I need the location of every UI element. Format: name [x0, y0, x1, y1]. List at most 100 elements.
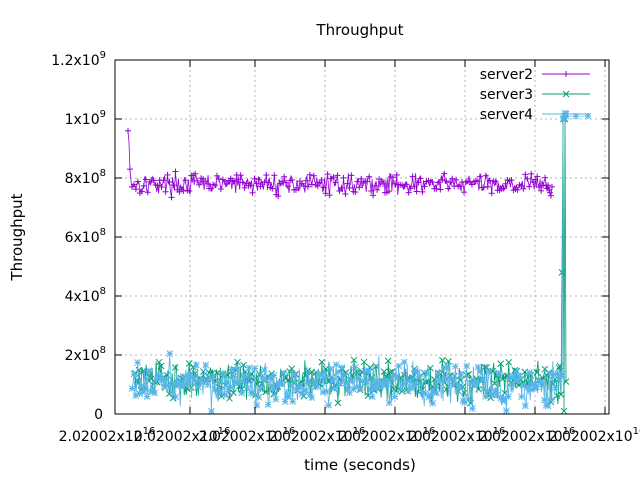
data-point [405, 189, 412, 196]
data-point [433, 185, 440, 192]
data-point [255, 393, 263, 401]
data-point [150, 177, 157, 184]
data-point [219, 370, 227, 377]
data-point [264, 401, 272, 409]
data-point [336, 380, 344, 387]
data-point [409, 173, 416, 180]
data-point [560, 407, 568, 415]
data-point [259, 373, 266, 381]
data-point [289, 398, 297, 405]
x-tick-label: 2.02002x1016 [409, 426, 506, 445]
data-point [325, 401, 333, 409]
data-point [474, 178, 481, 185]
data-point [306, 171, 313, 178]
y-tick-label: 2x108 [65, 345, 106, 364]
data-point [332, 361, 340, 369]
data-point [374, 186, 381, 193]
legend-label-server3: server3 [480, 87, 533, 103]
data-point [555, 364, 563, 372]
data-point [302, 177, 309, 184]
y-tick-label: 1.2x109 [51, 50, 106, 69]
data-point [472, 378, 480, 386]
data-point [476, 367, 484, 375]
data-point [270, 372, 278, 379]
data-point [164, 382, 172, 389]
x-tick-label: 2.02002x1016 [549, 426, 640, 445]
data-point [231, 178, 238, 185]
data-point [553, 392, 561, 400]
data-point [338, 364, 346, 371]
data-point [235, 176, 242, 183]
data-point [404, 387, 412, 395]
data-point [545, 182, 552, 189]
data-point [326, 192, 333, 199]
data-point [365, 367, 372, 374]
data-point [400, 358, 408, 366]
data-point [500, 185, 507, 192]
legend-marker-server4 [562, 110, 570, 118]
data-point [521, 402, 529, 410]
data-point [419, 188, 426, 195]
data-point [342, 379, 350, 387]
x-tick-labels: 2.02002x10162.02002x10162.02002x10162.02… [59, 426, 640, 445]
data-point [180, 187, 187, 194]
data-point [269, 185, 276, 192]
data-point [308, 394, 316, 402]
data-point [208, 185, 215, 192]
data-point [251, 175, 258, 182]
data-point [391, 393, 399, 401]
data-point [182, 177, 189, 184]
data-point [363, 378, 370, 385]
data-point [230, 389, 237, 397]
data-point [416, 373, 423, 380]
data-point [230, 372, 238, 380]
data-point [136, 390, 143, 398]
data-point [279, 369, 287, 377]
data-point [143, 393, 151, 400]
data-point [234, 365, 242, 373]
data-point [520, 381, 527, 389]
data-point [334, 368, 342, 376]
data-point [314, 183, 321, 190]
data-point [162, 376, 170, 384]
data-point [140, 182, 147, 189]
data-point [495, 369, 503, 377]
data-point [557, 391, 565, 398]
data-point [132, 186, 139, 193]
data-point [486, 177, 493, 184]
data-point [434, 370, 442, 377]
data-point [364, 392, 372, 399]
x-tick-label: 2.02002x1016 [269, 426, 366, 445]
data-point [281, 398, 289, 405]
data-point [380, 368, 388, 375]
data-point [202, 361, 210, 369]
data-point [284, 377, 292, 384]
y-tick-labels: 0 2x108 4x108 6x108 8x108 1x109 1.2x109 [51, 50, 106, 423]
data-point [199, 368, 207, 375]
data-point [445, 185, 452, 192]
data-point [329, 377, 336, 384]
data-point [228, 366, 236, 374]
data-point [452, 363, 459, 370]
data-point [533, 369, 541, 376]
data-point [196, 181, 203, 188]
x-tick-label: 2.02002x1016 [339, 426, 436, 445]
data-point [168, 194, 175, 201]
data-point [524, 175, 531, 182]
data-point [142, 176, 149, 183]
data-point [186, 187, 193, 194]
data-point [340, 174, 347, 181]
data-point [172, 168, 179, 175]
legend-marker-server2 [563, 71, 569, 77]
data-point [342, 190, 349, 197]
data-point [379, 180, 386, 187]
data-point [536, 184, 543, 191]
data-point [164, 171, 171, 178]
data-point [330, 174, 337, 181]
data-point [482, 393, 489, 400]
data-point [289, 176, 296, 183]
data-point [206, 375, 213, 382]
data-point [356, 184, 363, 191]
series-line-server3 [134, 118, 567, 412]
